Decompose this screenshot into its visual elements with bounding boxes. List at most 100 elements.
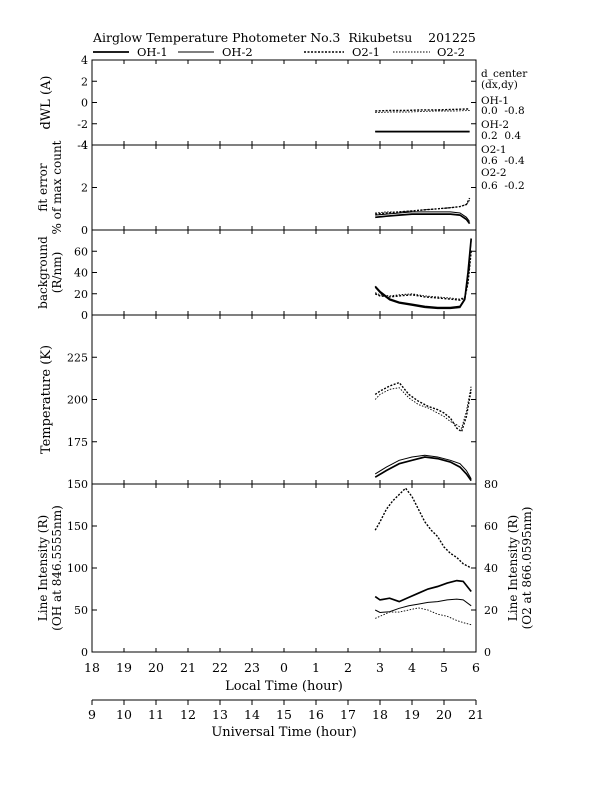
y-tick-label: 0 xyxy=(81,224,88,237)
y-right-tick-label: 20 xyxy=(484,604,498,617)
y-right-tick-label: 40 xyxy=(484,562,498,575)
y-axis-label: Line Intensity (R) xyxy=(36,515,50,621)
ut-tick-label: 21 xyxy=(468,707,484,722)
y-right-axis-label: (O2 at 866.0595nm) xyxy=(520,507,534,630)
series-oh-1 xyxy=(375,213,471,225)
y-tick-label: 225 xyxy=(67,351,88,364)
panel-dwl: 4 2 0 -2 -4 dWL (A) xyxy=(39,54,477,152)
ut-tick-label: 9 xyxy=(88,707,96,722)
annotation-value: 0.6 -0.4 xyxy=(481,155,525,167)
series-oh-1 xyxy=(374,456,472,482)
annotation-name: OH-1 xyxy=(481,95,509,107)
y-tick-label: 2 xyxy=(81,75,88,88)
ut-tick-label: 12 xyxy=(180,707,196,722)
series-o2-1 xyxy=(374,381,472,433)
local-time-tick-label: 23 xyxy=(244,660,260,675)
y-right-axis-label: Line Intensity (R) xyxy=(506,515,520,621)
y-tick-label: 60 xyxy=(74,245,88,258)
local-time-tick-label: 18 xyxy=(84,660,100,675)
y-tick-label: -2 xyxy=(77,118,88,131)
y-axis-label: Temperature (K) xyxy=(39,345,54,454)
annotation-name: O2-2 xyxy=(481,167,507,179)
panel-frame xyxy=(91,229,477,316)
annotation-value: 0.2 0.4 xyxy=(481,130,521,142)
series-oh-2 xyxy=(374,454,472,480)
figure-title: Airglow Temperature Photometer No.3 Riku… xyxy=(92,30,476,45)
annotation-name: O2-1 xyxy=(481,144,507,156)
y-tick-label: 100 xyxy=(67,562,88,575)
y-tick-label: 40 xyxy=(74,267,88,280)
ut-tick-label: 19 xyxy=(404,707,420,722)
panel-fit: 4 2 0 fit error% of max count xyxy=(36,139,477,237)
y-tick-label: 4 xyxy=(81,54,88,67)
local-time-tick-label: 0 xyxy=(280,660,288,675)
legend-label: O2-1 xyxy=(352,45,380,59)
legend: OH-1 OH-2 O2-1 O2-2 xyxy=(93,45,465,59)
legend-label: OH-1 xyxy=(137,45,168,59)
panel-frame xyxy=(91,144,477,231)
series-o2-1 xyxy=(374,251,472,301)
ut-tick-label: 15 xyxy=(276,707,292,722)
local-time-tick-label: 3 xyxy=(376,660,384,675)
panel-bg: 60 40 20 0 background (R/nm) xyxy=(36,229,477,322)
legend-label: O2-2 xyxy=(437,45,465,59)
series-oh-2 xyxy=(374,240,472,310)
y-tick-label: 150 xyxy=(67,478,88,491)
y-axis-label: background xyxy=(36,236,50,309)
ut-tick-label: 14 xyxy=(244,707,260,722)
series-o2-1 xyxy=(375,108,470,112)
y-tick-label: 0 xyxy=(81,309,88,322)
annotation-value: 0.0 -0.8 xyxy=(481,105,525,117)
y-axis-label: (OH at 846.5555nm) xyxy=(50,505,64,631)
local-time-tick-label: 2 xyxy=(344,660,352,675)
local-time-tick-label: 6 xyxy=(472,660,480,675)
legend-label: OH-2 xyxy=(222,45,253,59)
local-time-tick-label: 21 xyxy=(180,660,196,675)
series-oh-2 xyxy=(374,598,472,614)
y-axis-label: % of max count xyxy=(50,140,64,234)
y-right-tick-label: 0 xyxy=(484,646,491,659)
y-tick-label: 20 xyxy=(74,288,88,301)
y-tick-label: 175 xyxy=(67,436,88,449)
series-o2-1 xyxy=(374,487,472,569)
local-time-tick-label: 4 xyxy=(408,660,416,675)
y-tick-label: 2 xyxy=(81,182,88,195)
y-tick-label: 200 xyxy=(67,394,88,407)
y-tick-label: -4 xyxy=(77,139,88,152)
y-axis-label: dWL (A) xyxy=(39,76,54,130)
y-tick-label: 0 xyxy=(81,97,88,110)
ut-tick-label: 20 xyxy=(436,707,452,722)
y-tick-label: 0 xyxy=(81,646,88,659)
ut-tick-label: 16 xyxy=(308,707,324,722)
y-tick-label: 4 xyxy=(81,139,88,152)
y-right-tick-label: 60 xyxy=(484,520,498,533)
ut-tick-label: 17 xyxy=(340,707,356,722)
local-time-tick-label: 22 xyxy=(212,660,228,675)
series-o2-2 xyxy=(375,250,472,300)
series-o2-2 xyxy=(375,110,470,114)
series-o2-2 xyxy=(375,200,470,214)
series-oh-1 xyxy=(374,579,472,603)
panel-temp: 225 200 175 150 Temperature (K) xyxy=(39,314,477,491)
series-oh-2 xyxy=(375,211,470,222)
series-o2-2 xyxy=(374,385,472,429)
dcenter-annotation: d_center(dx,dy) OH-10.0 -0.8 OH-20.2 0.4 O2… xyxy=(481,68,528,192)
ut-tick-label: 11 xyxy=(148,707,164,722)
ut-tick-label: 10 xyxy=(116,707,132,722)
y-tick-label: 150 xyxy=(67,520,88,533)
y-axis-label: (R/nm) xyxy=(50,252,64,294)
annotation-header: (dx,dy) xyxy=(481,79,518,91)
y-tick-label: 50 xyxy=(74,604,88,617)
local-time-tick-label: 1 xyxy=(312,660,320,675)
local-time-tick-label: 5 xyxy=(440,660,448,675)
local-time-tick-label: 20 xyxy=(148,660,164,675)
ut-tick-label: 13 xyxy=(212,707,228,722)
local-time-axis-label: Local Time (hour) xyxy=(225,679,343,694)
ut-tick-label: 18 xyxy=(372,707,388,722)
y-right-tick-label: 80 xyxy=(484,478,498,491)
series-o2-2 xyxy=(375,607,472,626)
